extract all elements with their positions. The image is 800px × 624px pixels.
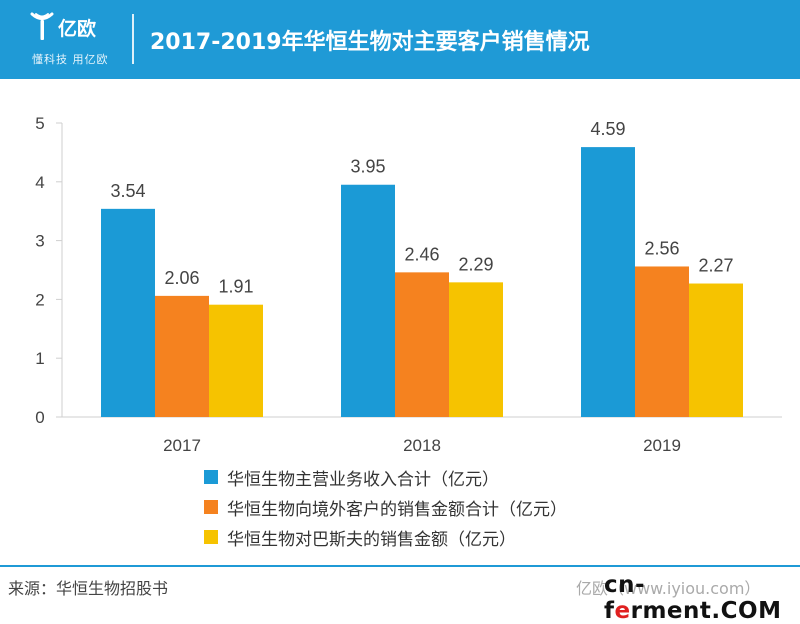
legend-item: 华恒生物主营业务收入合计（亿元） [204, 462, 567, 492]
bar [209, 304, 263, 417]
legend-label: 华恒生物对巴斯夫的销售金额（亿元） [227, 529, 516, 550]
site-brand-accent: e [614, 598, 631, 624]
data-label: 2.27 [698, 256, 733, 276]
bar [635, 266, 689, 417]
legend-item: 华恒生物对巴斯夫的销售金额（亿元） [204, 522, 567, 552]
logo-name: 亿欧 [58, 18, 97, 40]
bar [395, 272, 449, 417]
bar-chart: 0 1 2 3 4 5 3.54 2.06 1.91 2017 3.95 2.46 2.29 2018 4.… [35, 114, 782, 455]
bar [581, 147, 635, 417]
legend-swatch [204, 470, 218, 484]
page-title: 2017-2019年华恒生物对主要客户销售情况 [150, 30, 590, 55]
header-divider [132, 14, 134, 64]
data-label: 4.59 [590, 119, 625, 139]
legend-swatch [204, 530, 218, 544]
data-label: 2.46 [404, 244, 439, 264]
legend-label: 华恒生物向境外客户的销售金额合计（亿元） [227, 499, 567, 520]
x-tick-label: 2017 [163, 436, 201, 455]
watermark: 亿欧（www.iyiou.com） [576, 579, 761, 598]
footer-divider [0, 565, 800, 567]
header-banner: 亿欧 懂科技 用亿欧 2017-2019年华恒生物对主要客户销售情况 [0, 0, 800, 79]
site-brand-prefix: cn-f [604, 572, 646, 624]
bar [449, 282, 503, 417]
y-tick-label: 3 [35, 232, 44, 251]
bar [689, 283, 743, 417]
bar [155, 295, 209, 417]
y-tick-label: 4 [35, 173, 44, 192]
legend-label: 华恒生物主营业务收入合计（亿元） [227, 469, 499, 490]
legend-swatch [204, 500, 218, 514]
data-label: 3.54 [110, 181, 145, 201]
logo-tagline: 懂科技 用亿欧 [32, 53, 109, 66]
legend-item: 华恒生物向境外客户的销售金额合计（亿元） [204, 492, 567, 522]
yiou-logo-icon [30, 12, 54, 40]
data-label: 3.95 [350, 157, 385, 177]
data-label: 2.06 [164, 268, 199, 288]
x-tick-label: 2018 [403, 436, 441, 455]
data-label: 1.91 [218, 277, 253, 297]
x-tick-label: 2019 [643, 436, 681, 455]
site-brand-suffix: rment.COM [630, 598, 782, 624]
site-brand: cn-ferment.COM [604, 572, 800, 624]
y-tick-label: 1 [35, 349, 44, 368]
bar [101, 208, 155, 417]
source-note: 来源：华恒生物招股书 [8, 579, 169, 598]
data-label: 2.29 [458, 254, 493, 274]
bar [341, 184, 395, 417]
data-label: 2.56 [644, 238, 679, 258]
y-tick-label: 0 [35, 408, 44, 427]
y-tick-label: 5 [35, 114, 44, 133]
y-tick-label: 2 [35, 290, 44, 309]
chart-legend: 华恒生物主营业务收入合计（亿元） 华恒生物向境外客户的销售金额合计（亿元） 华恒生物… [204, 462, 567, 552]
